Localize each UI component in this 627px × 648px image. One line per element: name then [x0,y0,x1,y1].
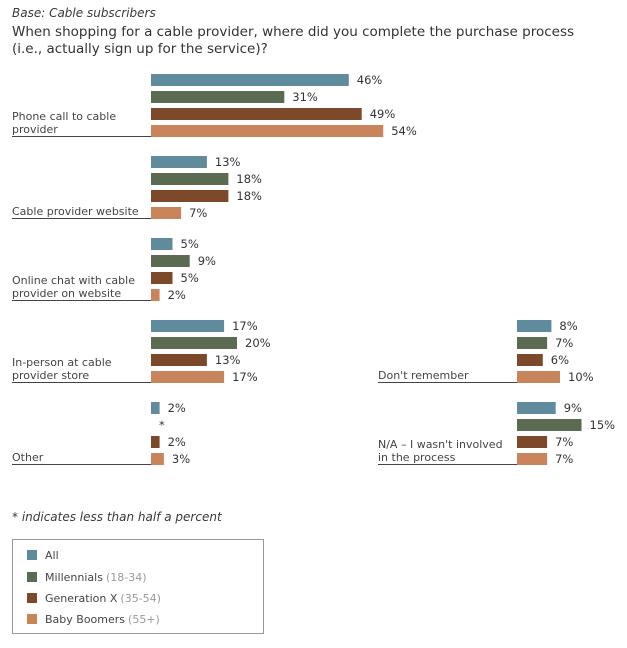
legend-item-boomers: Baby Boomers (55+) [27,612,160,626]
category-label-6-line-0: N/A – I wasn't involved [378,438,503,451]
bar-cat0-series0 [151,74,349,86]
value-label-cat1-series0: 13% [215,155,241,169]
bar-cat3-series2 [151,354,207,366]
category-label-0-line-1: provider [12,123,58,136]
bar-cat3-series3 [151,371,225,383]
value-label-cat2-series0: 5% [181,237,199,251]
category-label-4-line-0: Other [12,451,44,464]
value-label-cat0-series0: 46% [357,73,383,87]
value-label-cat3-series2: 13% [215,353,241,367]
value-label-cat3-series3: 17% [232,370,258,384]
category-label-3-line-0: In-person at cable [12,356,112,369]
bar-cat6-series2 [517,436,548,448]
bar-cat1-series3 [151,207,182,219]
base-note: Base: Cable subscribers [12,6,156,20]
bar-cat0-series2 [151,108,362,120]
bar-cat2-series3 [151,289,160,301]
value-label-cat5-series3: 10% [568,370,594,384]
legend-item-all: All [27,548,59,562]
legend-label-all: All [45,548,59,562]
category-label-2-line-1: provider on website [12,287,121,300]
question-line-1: When shopping for a cable provider, wher… [12,24,575,40]
value-label-cat0-series1: 31% [292,90,318,104]
question-title: When shopping for a cable provider, wher… [12,24,612,58]
value-label-cat5-series1: 7% [555,336,573,350]
legend-item-genx: Generation X (35-54) [27,591,161,605]
legend-sub-boomers: (55+) [128,612,160,626]
footnote: * indicates less than half a percent [12,510,222,524]
bar-cat0-series3 [151,125,384,137]
value-label-cat6-series2: 7% [555,435,573,449]
value-label-cat0-series3: 54% [391,124,417,138]
bar-cat5-series2 [517,354,543,366]
question-line-2: (i.e., actually sign up for the service)… [12,41,268,57]
value-label-cat4-series2: 2% [168,435,186,449]
category-label-5-line-0: Don't remember [378,369,469,382]
category-label-1-line-0: Cable provider website [12,205,139,218]
value-label-cat3-series0: 17% [232,319,258,333]
bar-cat6-series3 [517,453,548,465]
legend-swatch-millennials [27,572,37,582]
value-label-cat0-series2: 49% [370,107,396,121]
value-label-cat1-series3: 7% [189,206,207,220]
value-label-cat4-series0: 2% [168,401,186,415]
category-label-6-line-1: in the process [378,451,456,464]
bar-cat2-series1 [151,255,190,267]
value-label-cat4-series1: * [159,418,165,432]
bar-cat6-series0 [517,402,556,414]
bar-cat2-series0 [151,238,173,250]
bar-cat3-series1 [151,337,237,349]
category-label-0-line-0: Phone call to cable [12,110,116,123]
bar-cat6-series1 [517,419,582,431]
bar-cat4-series0 [151,402,160,414]
legend-label-millennials: Millennials [45,570,103,584]
legend-sub-genx: (35-54) [120,591,161,605]
legend: All Millennials (18-34) Generation X (35… [12,539,264,634]
value-label-cat2-series3: 2% [168,288,186,302]
value-label-cat1-series2: 18% [236,189,262,203]
legend-swatch-boomers [27,614,37,624]
legend-label-genx: Generation X [45,591,118,605]
bar-cat5-series0 [517,320,552,332]
value-label-cat4-series3: 3% [172,452,190,466]
legend-swatch-all [27,550,37,560]
value-label-cat1-series1: 18% [236,172,262,186]
value-label-cat5-series0: 8% [559,319,577,333]
bar-cat5-series3 [517,371,560,383]
bar-cat3-series0 [151,320,225,332]
bar-cat4-series2 [151,436,160,448]
value-label-cat5-series2: 6% [551,353,569,367]
legend-swatch-genx [27,593,37,603]
legend-item-millennials: Millennials (18-34) [27,570,147,584]
bar-cat4-series3 [151,453,164,465]
value-label-cat6-series3: 7% [555,452,573,466]
bar-cat0-series1 [151,91,285,103]
bar-cat1-series0 [151,156,207,168]
bar-cat2-series2 [151,272,173,284]
bar-cat1-series1 [151,173,229,185]
category-label-2-line-0: Online chat with cable [12,274,135,287]
legend-label-boomers: Baby Boomers [45,612,126,626]
value-label-cat2-series2: 5% [181,271,199,285]
bar-cat1-series2 [151,190,229,202]
legend-sub-millennials: (18-34) [105,570,147,584]
value-label-cat6-series0: 9% [564,401,582,415]
bar-cat5-series1 [517,337,548,349]
value-label-cat2-series1: 9% [198,254,216,268]
value-label-cat3-series1: 20% [245,336,271,350]
value-label-cat6-series1: 15% [590,418,616,432]
category-label-3-line-1: provider store [12,369,89,382]
